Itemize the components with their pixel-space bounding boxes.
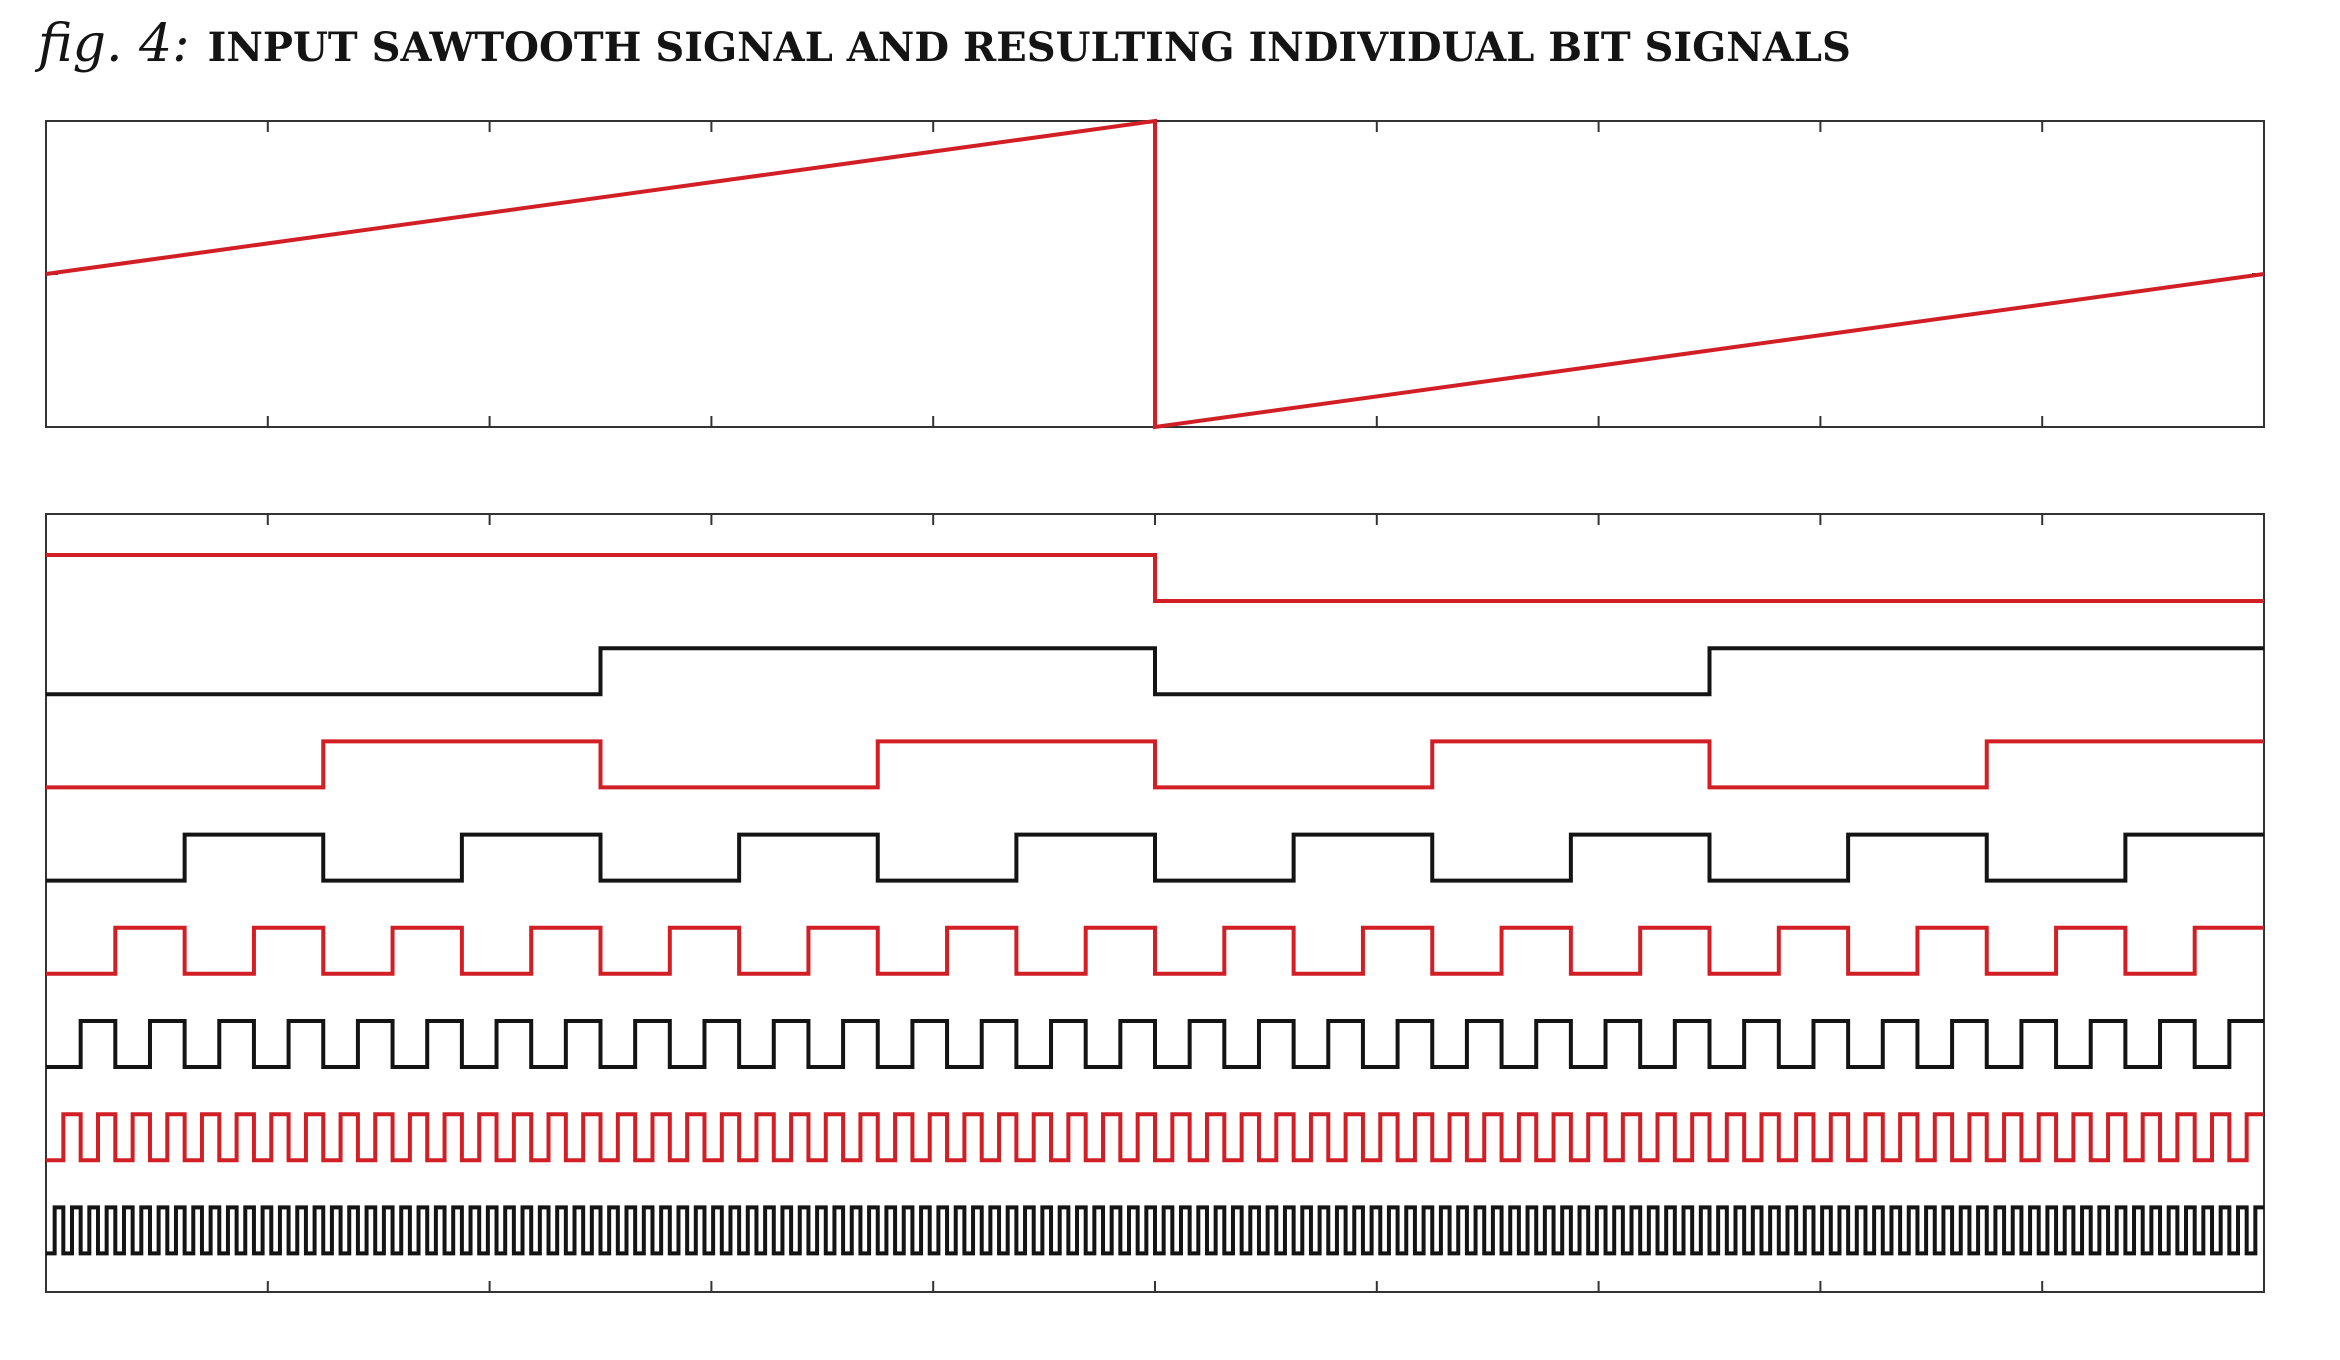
figure-label: fig. 4: [38, 14, 190, 74]
figure-title: fig. 4: INPUT SAWTOOTH SIGNAL AND RESULTI… [38, 14, 1851, 74]
bit-4-series [46, 832, 2264, 883]
bit-1-series [46, 1112, 2264, 1163]
plot-frame [45, 513, 2265, 1293]
bit-7-series [46, 553, 2264, 603]
figure-title-text: INPUT SAWTOOTH SIGNAL AND RESULTING INDI… [207, 24, 1851, 71]
bit-5-series [46, 739, 2264, 790]
sawtooth-chart [45, 118, 2265, 430]
bit-0-series [46, 1205, 2264, 1256]
sawtooth-series [45, 118, 2265, 430]
bit-signals-chart [45, 513, 2265, 1293]
bit-2-series [46, 1019, 2264, 1069]
bit-3-series [46, 925, 2264, 976]
bit-6-series [46, 646, 2264, 697]
